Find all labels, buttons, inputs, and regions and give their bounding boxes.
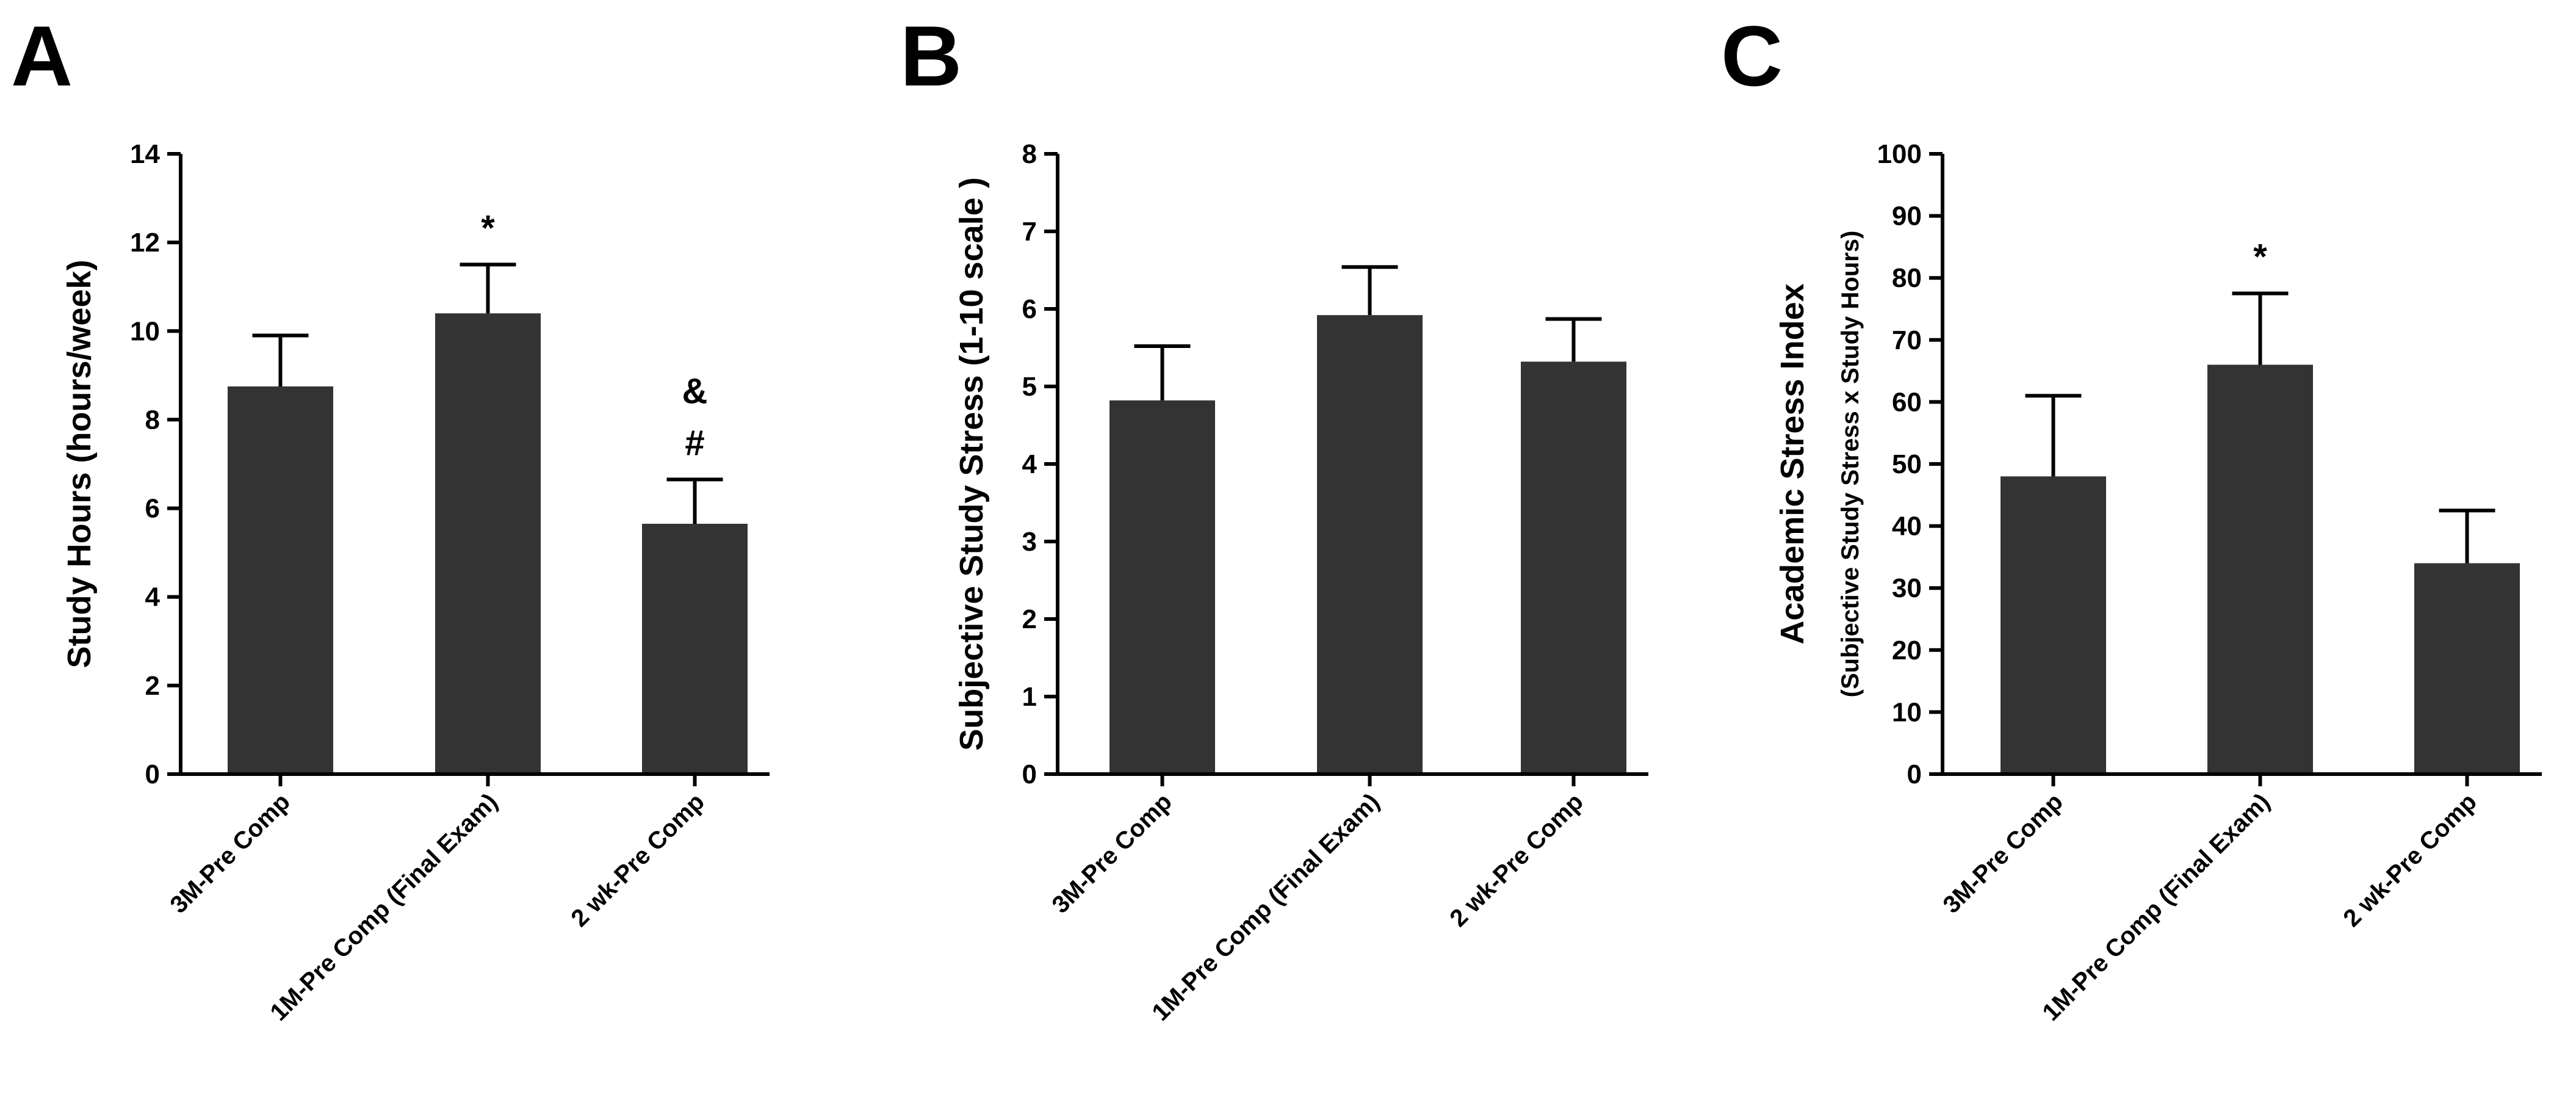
x-category-label: 2 wk-Pre Comp (1445, 788, 1588, 932)
y-tick-label: 3 (1022, 527, 1037, 557)
y-tick-label: 8 (145, 405, 160, 435)
error-bar-2 (460, 263, 516, 314)
x-category-label: 1M-Pre Comp (Final Exam) (265, 788, 502, 1026)
y-tick-label: 14 (130, 139, 160, 169)
y-tick-label: 4 (145, 582, 161, 612)
y-tick-label: 20 (1892, 636, 1922, 665)
error-bar-2 (2232, 291, 2289, 365)
y-tick-label: 90 (1892, 201, 1922, 231)
y-tick-label: 0 (145, 759, 160, 789)
y-tick-label: 40 (1892, 512, 1922, 542)
significance-marker: # (685, 423, 704, 463)
y-axis-label: Study Hours (hours/week) (61, 259, 98, 668)
significance-marker: & (682, 371, 708, 411)
y-tick-label: 10 (130, 316, 160, 346)
panel-letter: A (11, 8, 73, 104)
bar-2 (435, 313, 541, 774)
bar-2 (1317, 315, 1423, 774)
y-tick-label: 80 (1892, 263, 1922, 293)
y-axis-sublabel: (Subjective Study Stress x Study Hours) (1837, 231, 1864, 698)
panel-letter: B (900, 8, 962, 104)
y-tick-label: 2 (1022, 604, 1037, 634)
error-bar-1 (1134, 344, 1191, 400)
bar-2 (2207, 364, 2313, 774)
x-category-label: 3M-Pre Comp (165, 788, 295, 918)
y-tick-label: 1 (1022, 682, 1037, 712)
bar-1 (1109, 400, 1215, 774)
significance-marker: * (2253, 237, 2267, 277)
x-category-label: 2 wk-Pre Comp (566, 788, 709, 932)
x-category-label: 1M-Pre Comp (Final Exam) (1147, 788, 1384, 1026)
x-category-label: 3M-Pre Comp (1938, 788, 2068, 918)
y-tick-label: 4 (1022, 449, 1037, 479)
x-category-label: 1M-Pre Comp (Final Exam) (2037, 788, 2275, 1026)
y-tick-label: 30 (1892, 573, 1922, 603)
error-bar-3 (1545, 317, 1602, 362)
error-bar-1 (252, 333, 309, 386)
y-tick-label: 60 (1892, 387, 1922, 417)
y-axis-label: Subjective Study Stress (1-10 scale ) (953, 177, 990, 750)
y-tick-label: 12 (130, 228, 160, 258)
significance-marker: * (481, 208, 495, 248)
panel-C: C 0 10 20 30 40 50 60 70 80 90 100 3M-Pre Comp1M-Pre… (1721, 8, 2542, 1026)
bar-3 (1521, 361, 1626, 774)
y-tick-label: 10 (1892, 697, 1922, 727)
error-bar-2 (1341, 265, 1398, 316)
y-tick-label: 100 (1877, 139, 1922, 169)
y-tick-label: 2 (145, 671, 160, 701)
x-category-label: 2 wk-Pre Comp (2338, 788, 2481, 932)
y-tick-label: 0 (1022, 759, 1037, 789)
panel-letter: C (1721, 8, 1783, 104)
y-tick-label: 5 (1022, 372, 1037, 402)
y-tick-label: 6 (1022, 294, 1037, 324)
bar-3 (2414, 563, 2520, 774)
error-bar-3 (2439, 509, 2495, 563)
y-tick-label: 70 (1892, 325, 1922, 355)
bar-1 (2001, 476, 2106, 774)
y-tick-label: 50 (1892, 449, 1922, 479)
y-tick-label: 7 (1022, 217, 1037, 247)
y-tick-label: 8 (1022, 139, 1037, 169)
x-category-label: 3M-Pre Comp (1047, 788, 1177, 918)
bar-3 (642, 523, 748, 774)
y-tick-label: 6 (145, 494, 160, 524)
error-bar-3 (666, 477, 723, 524)
bar-1 (228, 386, 333, 774)
y-axis-label: Academic Stress Index (1774, 283, 1811, 644)
y-tick-label: 0 (1907, 759, 1922, 789)
error-bar-1 (2025, 394, 2082, 477)
